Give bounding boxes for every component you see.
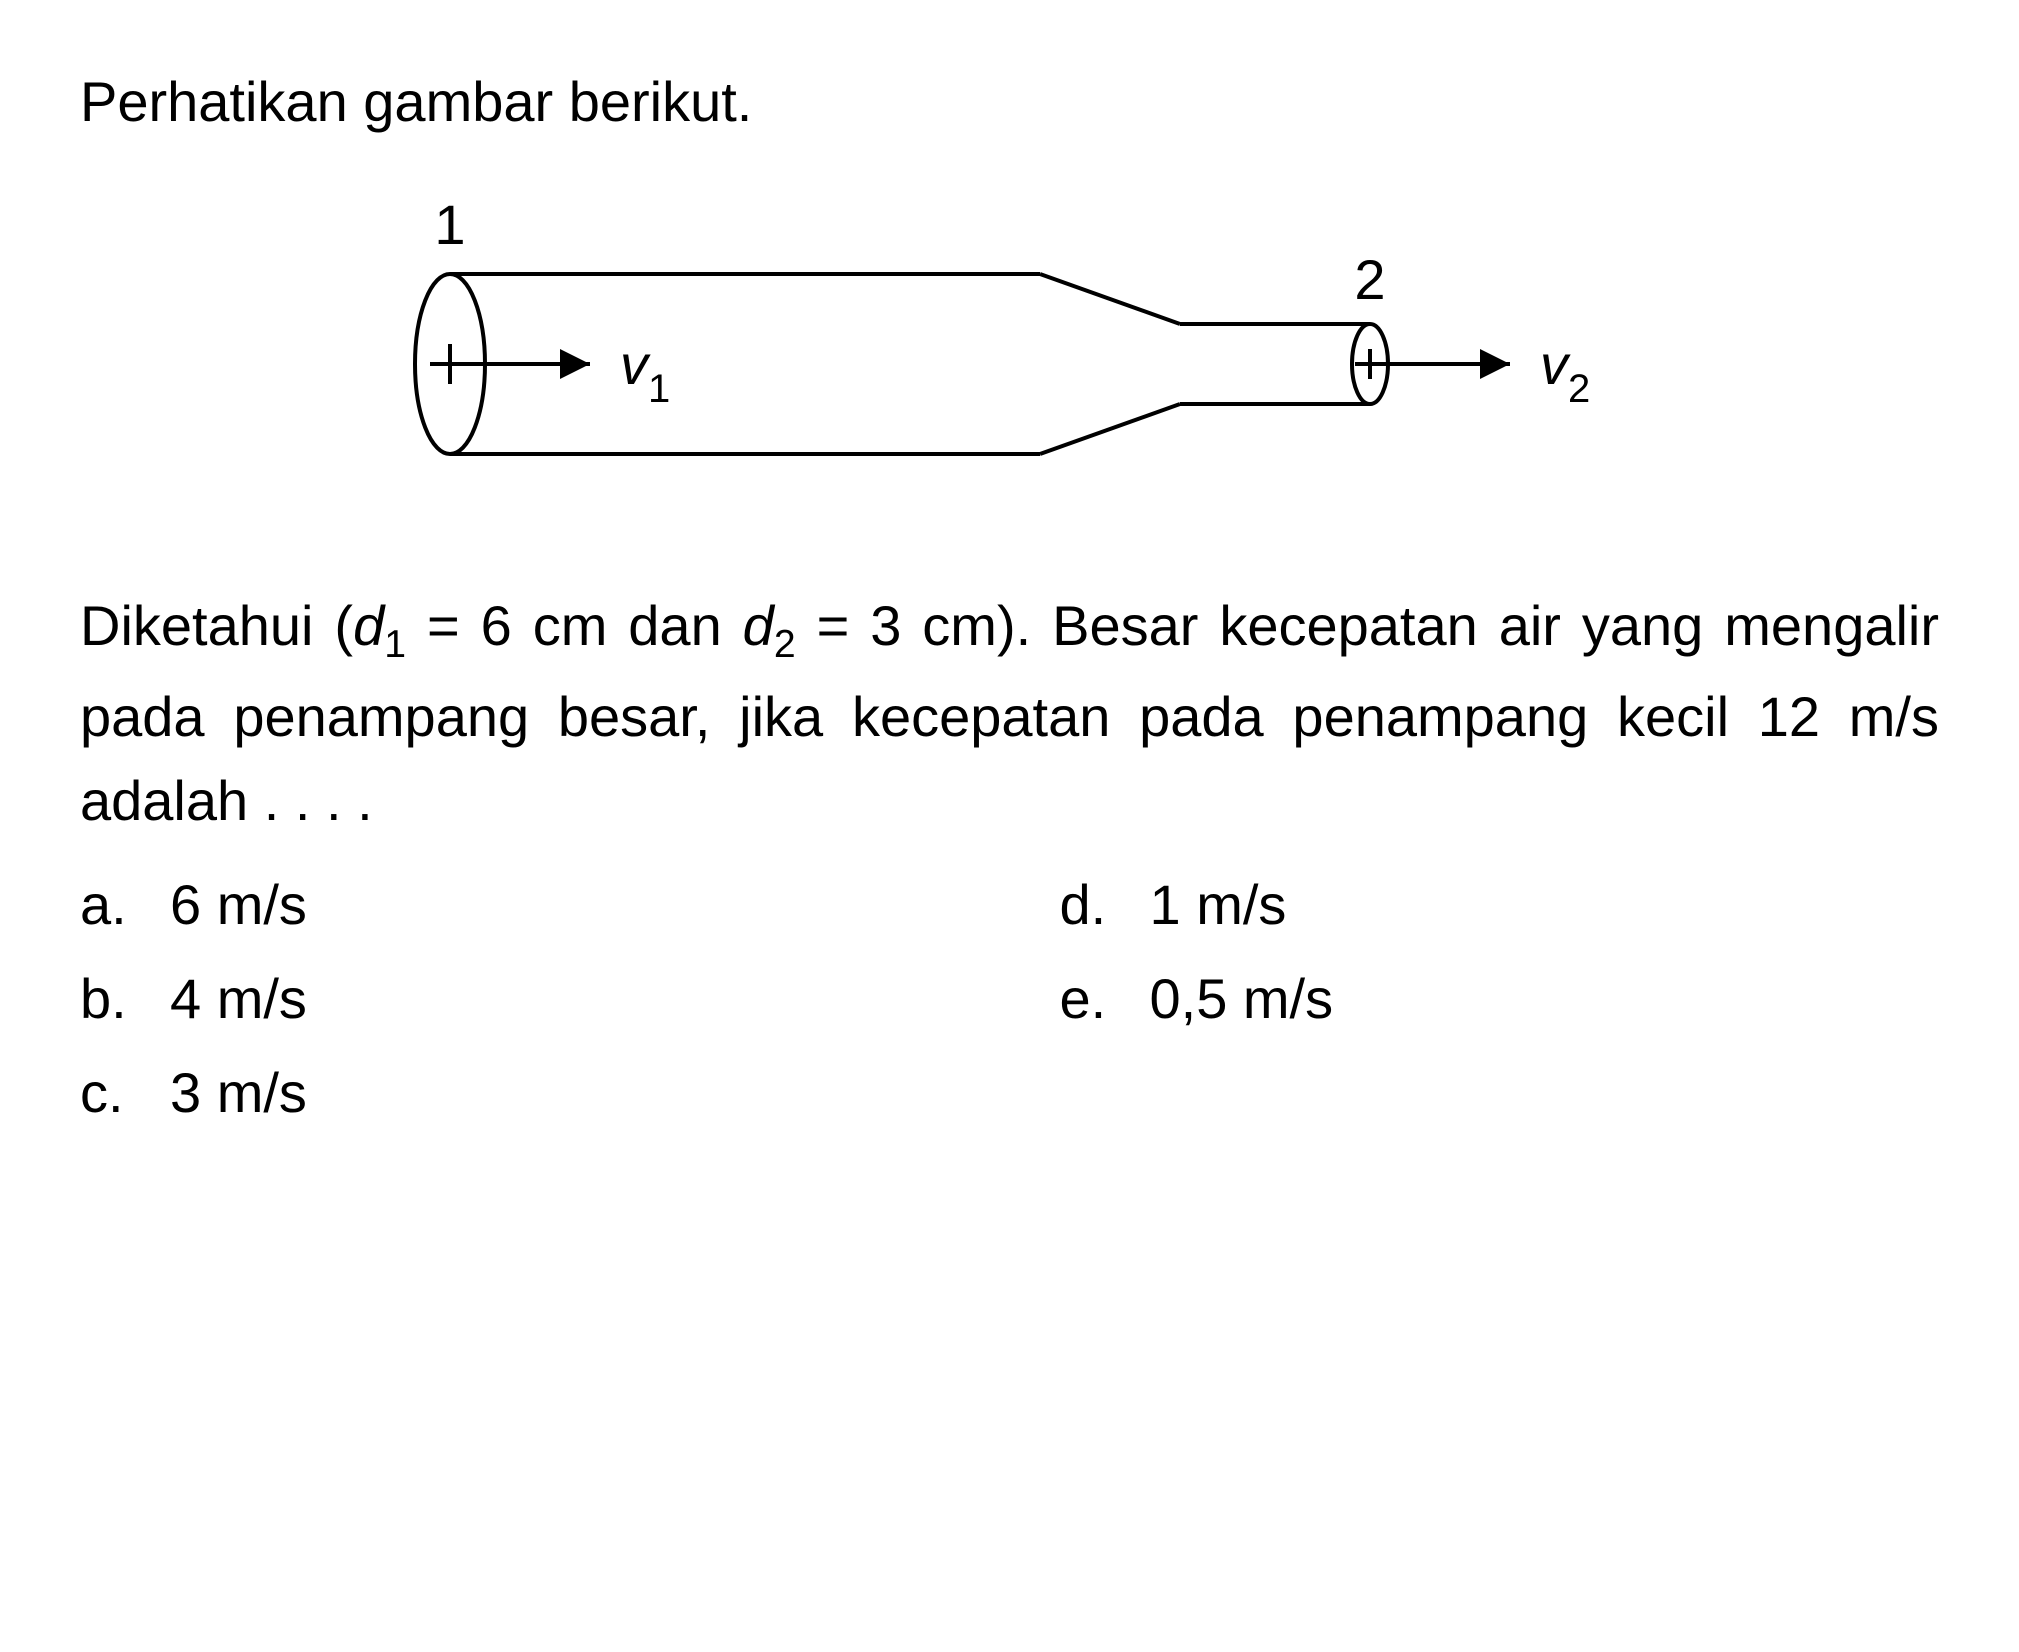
body-part1: Diketahui ( xyxy=(80,594,353,657)
option-a-value: 6 m/s xyxy=(170,863,307,947)
d1-sub: 1 xyxy=(384,623,406,666)
v1-label: v1 xyxy=(620,333,670,411)
option-b-value: 4 m/s xyxy=(170,957,307,1041)
d2-sub: 2 xyxy=(774,623,796,666)
option-e-label: e. xyxy=(1060,957,1110,1041)
intro-text: Perhatikan gambar berikut. xyxy=(80,70,752,133)
taper-bottom xyxy=(1040,404,1180,454)
option-b: b. 4 m/s xyxy=(80,957,960,1041)
option-b-label: b. xyxy=(80,957,130,1041)
v2-arrow-head xyxy=(1480,349,1510,379)
option-e: e. 0,5 m/s xyxy=(1060,957,1940,1041)
option-c: c. 3 m/s xyxy=(80,1051,960,1135)
option-a-label: a. xyxy=(80,863,130,947)
d2-var: d xyxy=(743,594,774,657)
option-a: a. 6 m/s xyxy=(80,863,960,947)
option-d-label: d. xyxy=(1060,863,1110,947)
option-d: d. 1 m/s xyxy=(1060,863,1940,947)
taper-top xyxy=(1040,274,1180,324)
option-d-value: 1 m/s xyxy=(1150,863,1287,947)
pipe-diagram: 1 2 v1 v2 xyxy=(80,184,1939,524)
pipe-svg: 1 2 v1 v2 xyxy=(310,184,1710,524)
label-1: 1 xyxy=(434,193,465,256)
option-e-value: 0,5 m/s xyxy=(1150,957,1334,1041)
question-body: Diketahui (d1 = 6 cm dan d2 = 3 cm). Bes… xyxy=(80,584,1939,843)
options-grid: a. 6 m/s b. 4 m/s c. 3 m/s d. 1 m/s e. 0… xyxy=(80,863,1939,1145)
v2-label: v2 xyxy=(1540,333,1590,411)
body-eq1: = 6 cm dan xyxy=(406,594,743,657)
option-c-value: 3 m/s xyxy=(170,1051,307,1135)
option-c-label: c. xyxy=(80,1051,130,1135)
label-2: 2 xyxy=(1354,248,1385,311)
question-intro: Perhatikan gambar berikut. xyxy=(80,60,1939,144)
v1-arrow-head xyxy=(560,349,590,379)
d1-var: d xyxy=(353,594,384,657)
